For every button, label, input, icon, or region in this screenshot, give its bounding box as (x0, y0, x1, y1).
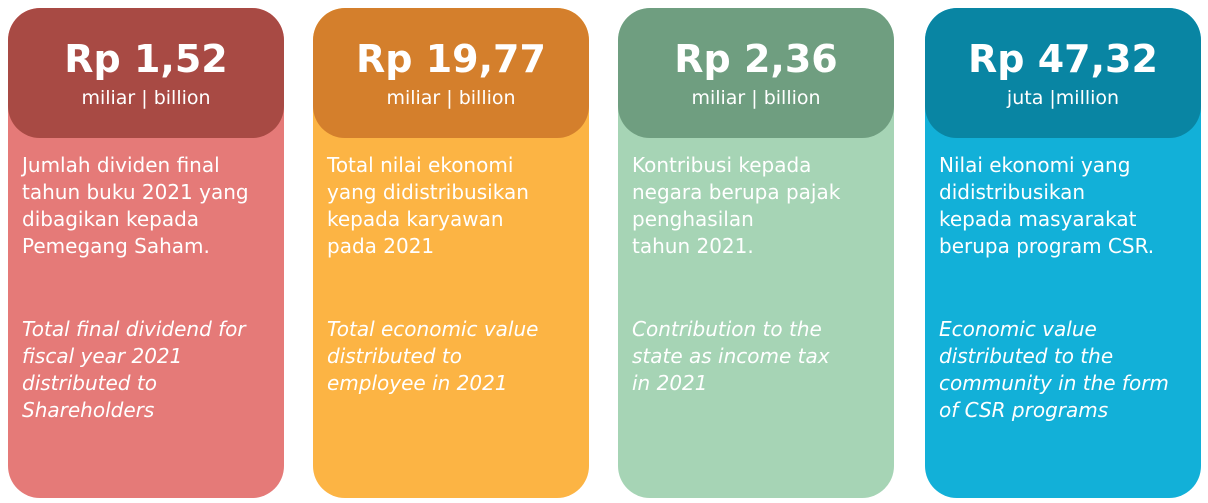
card-header: Rp 19,77 miliar | billion (313, 8, 589, 138)
description-en: Total economic value distributed to employ… (327, 316, 575, 397)
text-line: pada 2021 (327, 234, 435, 258)
amount: Rp 19,77 (356, 37, 546, 81)
text-line: negara berupa pajak (632, 180, 841, 204)
text-line: Pemegang Saham. (22, 234, 210, 258)
text-line: berupa program CSR. (939, 234, 1155, 258)
card-body: Kontribusi kepada negara berupa pajak peng… (618, 138, 894, 397)
text-line: tahun 2021. (632, 234, 754, 258)
text-line: state as income tax (632, 344, 830, 368)
text-line: Nilai ekonomi yang (939, 153, 1131, 177)
text-line: kepada karyawan (327, 207, 504, 231)
card: Rp 47,32 juta |million Nilai ekonomi yang d… (925, 8, 1201, 498)
text-line: community in the form (939, 371, 1169, 395)
card: Rp 19,77 miliar | billion Total nilai ekon… (313, 8, 589, 498)
card-header: Rp 2,36 miliar | billion (618, 8, 894, 138)
text-line: yang didistribusikan (327, 180, 529, 204)
text-line: Total economic value (327, 317, 539, 341)
card-body: Jumlah dividen final tahun buku 2021 yang… (8, 138, 284, 424)
text-line: distributed to (327, 344, 462, 368)
unit: miliar | billion (691, 87, 821, 109)
text-line: dibagikan kepada (22, 207, 200, 231)
text-line: employee in 2021 (327, 371, 508, 395)
text-line: tahun buku 2021 yang (22, 180, 249, 204)
text-line: fiscal year 2021 (22, 344, 183, 368)
description-en: Contribution to the state as income tax in… (632, 316, 880, 397)
card-body: Total nilai ekonomi yang didistribusikan k… (313, 138, 589, 397)
description-id: Jumlah dividen final tahun buku 2021 yang… (22, 152, 270, 260)
text-line: Contribution to the (632, 317, 822, 341)
card-header: Rp 47,32 juta |million (925, 8, 1201, 138)
text-line: Shareholders (22, 398, 155, 422)
description-id: Total nilai ekonomi yang didistribusikan k… (327, 152, 575, 260)
description-id: Kontribusi kepada negara berupa pajak peng… (632, 152, 880, 260)
description-id: Nilai ekonomi yang didistribusikan kepada … (939, 152, 1187, 260)
amount: Rp 47,32 (968, 37, 1158, 81)
text-line: of CSR programs (939, 398, 1109, 422)
amount: Rp 2,36 (674, 37, 838, 81)
text-line: Kontribusi kepada (632, 153, 812, 177)
text-line: Economic value (939, 317, 1097, 341)
text-line: distributed to the (939, 344, 1114, 368)
text-line: Total nilai ekonomi (327, 153, 514, 177)
text-line: Jumlah dividen final (22, 153, 220, 177)
unit: juta |million (1006, 87, 1120, 109)
card: Rp 1,52 miliar | billion Jumlah dividen fi… (8, 8, 284, 498)
card: Rp 2,36 miliar | billion Kontribusi kepada… (618, 8, 894, 498)
text-line: penghasilan (632, 207, 754, 231)
text-line: Total final dividend for (22, 317, 246, 341)
description-en: Total final dividend for fiscal year 2021… (22, 316, 270, 424)
unit: miliar | billion (81, 87, 211, 109)
description-en: Economic value distributed to the communit… (939, 316, 1187, 424)
amount: Rp 1,52 (64, 37, 228, 81)
text-line: kepada masyarakat (939, 207, 1137, 231)
card-header: Rp 1,52 miliar | billion (8, 8, 284, 138)
card-body: Nilai ekonomi yang didistribusikan kepada … (925, 138, 1201, 424)
text-line: didistribusikan (939, 180, 1086, 204)
text-line: in 2021 (632, 371, 708, 395)
text-line: distributed to (22, 371, 157, 395)
unit: miliar | billion (386, 87, 516, 109)
